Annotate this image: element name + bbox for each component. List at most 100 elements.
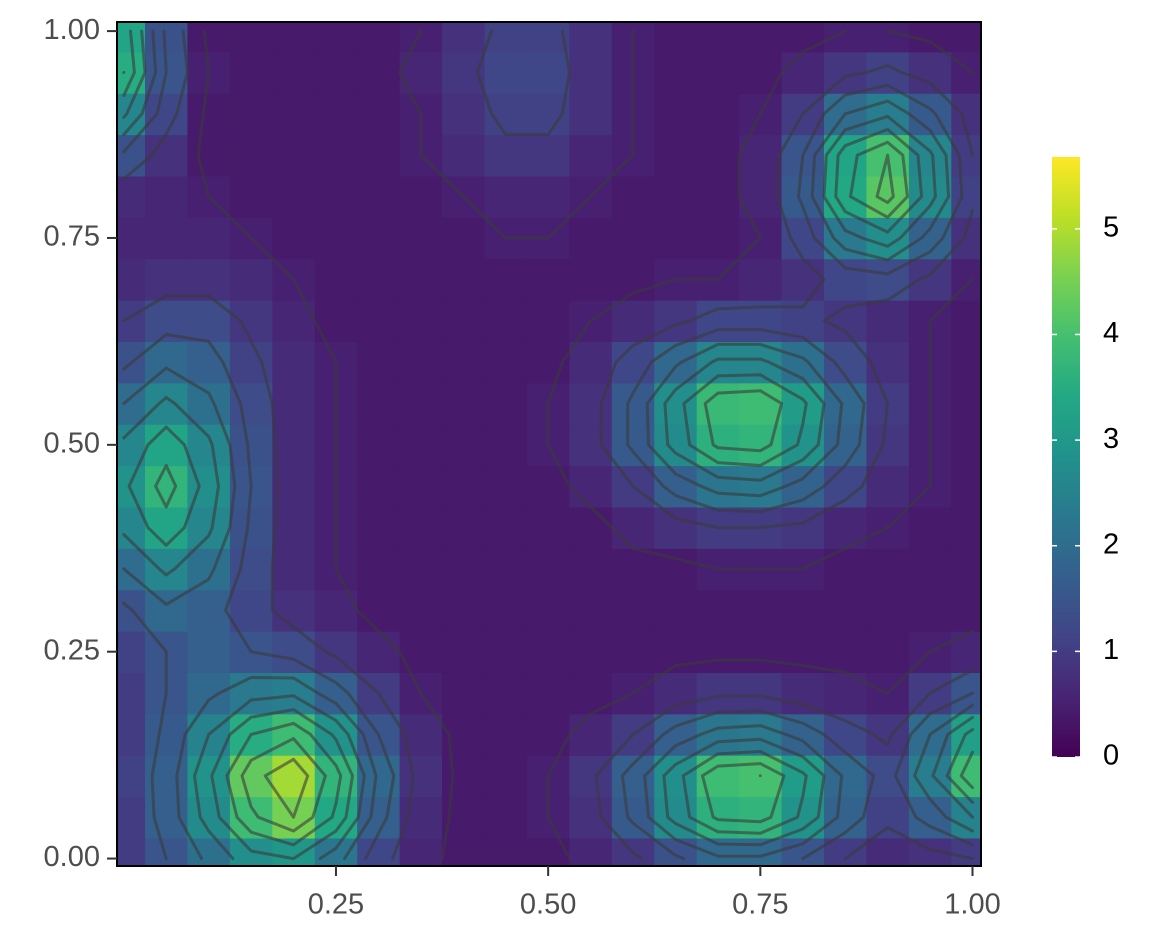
tile bbox=[654, 217, 698, 260]
tile bbox=[314, 134, 358, 177]
tile bbox=[442, 506, 486, 549]
tile bbox=[314, 631, 358, 673]
tile bbox=[442, 300, 486, 342]
tile bbox=[908, 22, 952, 53]
tile bbox=[314, 837, 358, 866]
tile bbox=[866, 589, 910, 632]
tile bbox=[145, 382, 189, 425]
tile bbox=[696, 93, 740, 136]
tile bbox=[908, 175, 952, 218]
tile bbox=[117, 217, 146, 260]
tile bbox=[272, 134, 316, 177]
x-tick-label: 0.50 bbox=[520, 889, 576, 921]
tile bbox=[272, 465, 316, 508]
colorbar-label: 2 bbox=[1103, 528, 1119, 560]
tile bbox=[611, 300, 655, 342]
colorbar-label: 4 bbox=[1103, 317, 1119, 349]
contour-line bbox=[122, 29, 974, 861]
tile bbox=[357, 341, 401, 384]
tile bbox=[484, 837, 528, 866]
tile bbox=[117, 341, 146, 384]
tile bbox=[187, 217, 231, 260]
tile bbox=[866, 175, 910, 218]
tile bbox=[823, 755, 868, 798]
tile bbox=[357, 258, 401, 301]
colorbar-label: 0 bbox=[1103, 740, 1119, 772]
tile bbox=[781, 258, 825, 301]
tile bbox=[117, 258, 146, 301]
tile bbox=[526, 506, 570, 549]
tile bbox=[951, 341, 981, 384]
tile bbox=[951, 134, 981, 177]
tile bbox=[569, 341, 613, 384]
tile bbox=[569, 672, 613, 715]
tile bbox=[866, 548, 910, 591]
tile bbox=[187, 258, 231, 301]
contour-line bbox=[196, 29, 974, 861]
tile bbox=[357, 93, 401, 136]
tile bbox=[484, 755, 528, 798]
tile bbox=[611, 589, 655, 632]
tile bbox=[145, 465, 189, 508]
tile bbox=[611, 217, 655, 260]
tile bbox=[357, 175, 401, 218]
tile bbox=[314, 672, 358, 715]
tile bbox=[951, 548, 981, 591]
colorbar: 0 1 2 3 4 5 bbox=[1052, 157, 1119, 772]
tile bbox=[526, 713, 570, 756]
tile bbox=[229, 589, 273, 632]
tile bbox=[117, 175, 146, 218]
y-tick-label: 0.25 bbox=[44, 634, 100, 666]
tile bbox=[399, 300, 443, 342]
tile bbox=[526, 51, 570, 94]
tile bbox=[484, 796, 528, 839]
tile bbox=[526, 672, 570, 715]
tile bbox=[696, 175, 740, 218]
tile bbox=[654, 175, 698, 218]
tile bbox=[569, 134, 613, 177]
tile bbox=[145, 506, 189, 549]
tile bbox=[442, 755, 486, 798]
tile bbox=[117, 51, 146, 94]
tile bbox=[569, 796, 613, 839]
tile bbox=[314, 93, 358, 136]
tile bbox=[569, 755, 613, 798]
tile bbox=[357, 134, 401, 177]
tile bbox=[611, 631, 655, 673]
tile bbox=[357, 300, 401, 342]
tile bbox=[569, 424, 613, 467]
tile bbox=[611, 175, 655, 218]
tile bbox=[145, 424, 189, 467]
tile bbox=[187, 134, 231, 177]
tile bbox=[654, 589, 698, 632]
tile bbox=[866, 341, 910, 384]
colorbar-label: 1 bbox=[1103, 634, 1119, 666]
tile bbox=[739, 22, 783, 53]
contours bbox=[122, 29, 974, 861]
contour-line bbox=[240, 153, 895, 833]
x-tick-label: 1.00 bbox=[944, 889, 1000, 921]
tile bbox=[484, 631, 528, 673]
tile bbox=[739, 258, 783, 301]
tile bbox=[229, 424, 273, 467]
tile bbox=[357, 631, 401, 673]
tile bbox=[696, 134, 740, 177]
tile bbox=[442, 548, 486, 591]
tile bbox=[569, 51, 613, 94]
tile bbox=[229, 175, 273, 218]
tile bbox=[484, 341, 528, 384]
colorbar-label: 5 bbox=[1103, 211, 1119, 243]
tile bbox=[866, 424, 910, 467]
tile bbox=[314, 175, 358, 218]
tile bbox=[781, 22, 825, 53]
tile bbox=[117, 631, 146, 673]
tile bbox=[569, 22, 613, 53]
axes: 0.00 0.25 0.50 0.75 1.00 0.25 0.50 0.75 1.00 bbox=[44, 14, 1001, 921]
tile bbox=[611, 837, 655, 866]
tile bbox=[866, 631, 910, 673]
tile bbox=[781, 51, 825, 94]
contour-line bbox=[122, 29, 974, 861]
tile bbox=[696, 672, 740, 715]
tile bbox=[654, 22, 698, 53]
